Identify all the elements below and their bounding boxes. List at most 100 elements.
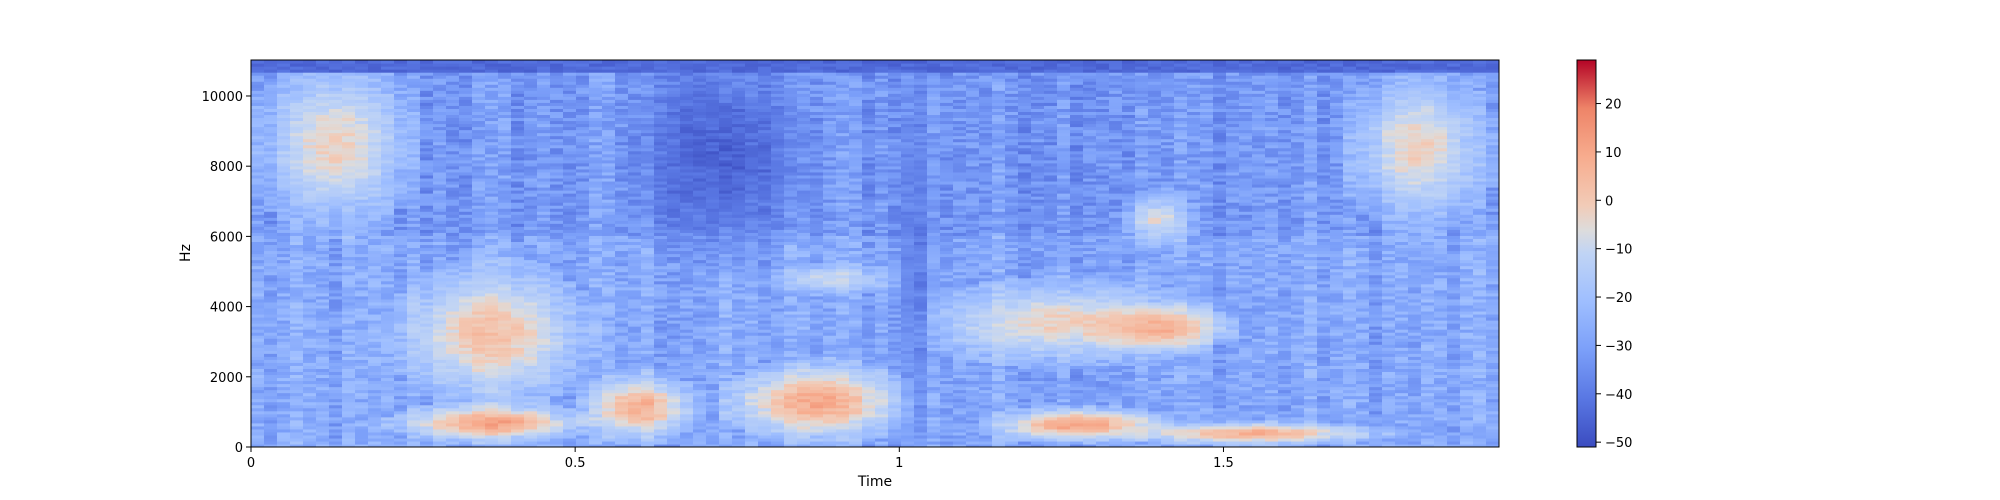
heatmap-cell xyxy=(550,99,564,103)
heatmap-cell xyxy=(589,153,603,158)
heatmap-cell xyxy=(355,120,369,125)
heatmap-cell xyxy=(472,416,486,421)
heatmap-cell xyxy=(498,416,512,421)
heatmap-cell xyxy=(394,374,408,379)
heatmap-cell xyxy=(459,440,473,445)
heatmap-cell xyxy=(342,226,356,230)
heatmap-cell xyxy=(446,307,460,312)
heatmap-cell xyxy=(667,401,681,406)
heatmap-cell xyxy=(433,365,447,369)
heatmap-cell xyxy=(459,416,473,421)
heatmap-cell xyxy=(719,380,733,385)
heatmap-cell xyxy=(615,344,629,348)
heatmap-cell xyxy=(303,241,317,246)
heatmap-cell xyxy=(368,392,382,397)
heatmap-cell xyxy=(693,183,707,188)
heatmap-cell xyxy=(615,93,629,97)
heatmap-cell xyxy=(342,247,356,252)
heatmap-cell xyxy=(654,123,668,128)
heatmap-cell xyxy=(316,226,330,230)
heatmap-cell xyxy=(537,129,551,134)
heatmap-cell xyxy=(316,223,330,227)
heatmap-cell xyxy=(368,90,382,94)
heatmap-cell xyxy=(394,326,408,330)
heatmap-cell xyxy=(667,147,681,152)
heatmap-cell xyxy=(563,274,577,279)
heatmap-cell xyxy=(355,401,369,406)
heatmap-cell xyxy=(420,298,434,303)
heatmap-cell xyxy=(251,180,265,185)
heatmap-cell xyxy=(602,174,616,179)
heatmap-cell xyxy=(641,316,655,321)
heatmap-cell xyxy=(472,392,486,397)
heatmap-cell xyxy=(342,341,356,345)
heatmap-cell xyxy=(498,168,512,173)
heatmap-cell xyxy=(654,208,668,212)
heatmap-cell xyxy=(706,316,720,321)
heatmap-cell xyxy=(446,211,460,215)
heatmap-cell xyxy=(693,87,707,91)
heatmap-cell xyxy=(381,217,395,221)
heatmap-cell xyxy=(693,401,707,406)
heatmap-cell xyxy=(498,153,512,158)
heatmap-cell xyxy=(745,253,759,258)
heatmap-cell xyxy=(628,238,642,242)
heatmap-cell xyxy=(576,431,590,436)
heatmap-cell xyxy=(264,443,278,447)
heatmap-cell xyxy=(251,232,265,236)
heatmap-cell xyxy=(420,265,434,270)
heatmap-cell xyxy=(524,313,538,318)
heatmap-cell xyxy=(329,138,343,143)
heatmap-cell xyxy=(485,214,499,218)
heatmap-cell xyxy=(693,196,707,200)
heatmap-cell xyxy=(498,117,512,122)
heatmap-cell xyxy=(732,313,746,318)
heatmap-cell xyxy=(511,310,525,315)
heatmap-cell xyxy=(641,165,655,170)
heatmap-cell xyxy=(654,253,668,258)
heatmap-cell xyxy=(290,247,304,252)
heatmap-cell xyxy=(277,223,291,227)
heatmap-cell xyxy=(459,205,473,209)
heatmap-cell xyxy=(316,253,330,258)
heatmap-cell xyxy=(472,135,486,140)
heatmap-cell xyxy=(355,289,369,294)
heatmap-cell xyxy=(758,437,772,442)
heatmap-cell xyxy=(446,410,460,415)
heatmap-cell xyxy=(498,320,512,324)
heatmap-cell xyxy=(277,147,291,152)
heatmap-cell xyxy=(368,93,382,97)
heatmap-cell xyxy=(498,323,512,327)
heatmap-cell xyxy=(381,120,395,125)
heatmap-cell xyxy=(732,283,746,288)
heatmap-cell xyxy=(654,443,668,447)
heatmap-cell xyxy=(615,120,629,125)
heatmap-cell xyxy=(485,177,499,182)
heatmap-cell xyxy=(433,298,447,303)
heatmap-cell xyxy=(680,295,694,300)
heatmap-cell xyxy=(524,332,538,336)
heatmap-cell xyxy=(641,247,655,252)
heatmap-cell xyxy=(563,389,577,394)
heatmap-cell xyxy=(368,431,382,436)
heatmap-cell xyxy=(602,425,616,430)
heatmap-cell xyxy=(459,165,473,170)
heatmap-cell xyxy=(459,183,473,188)
heatmap-cell xyxy=(628,102,642,106)
heatmap-cell xyxy=(667,262,681,267)
heatmap-cell xyxy=(732,368,746,373)
heatmap-cell xyxy=(654,66,668,70)
heatmap-cell xyxy=(550,226,564,230)
heatmap-cell xyxy=(459,268,473,273)
heatmap-cell xyxy=(381,410,395,415)
heatmap-cell xyxy=(745,422,759,427)
heatmap-cell xyxy=(485,341,499,345)
heatmap-cell xyxy=(745,99,759,103)
heatmap-cell xyxy=(537,81,551,85)
heatmap-cell xyxy=(550,105,564,109)
heatmap-cell xyxy=(615,404,629,409)
heatmap-cell xyxy=(732,338,746,342)
heatmap-cell xyxy=(511,72,525,76)
heatmap-cell xyxy=(563,404,577,409)
heatmap-cell xyxy=(524,162,538,167)
